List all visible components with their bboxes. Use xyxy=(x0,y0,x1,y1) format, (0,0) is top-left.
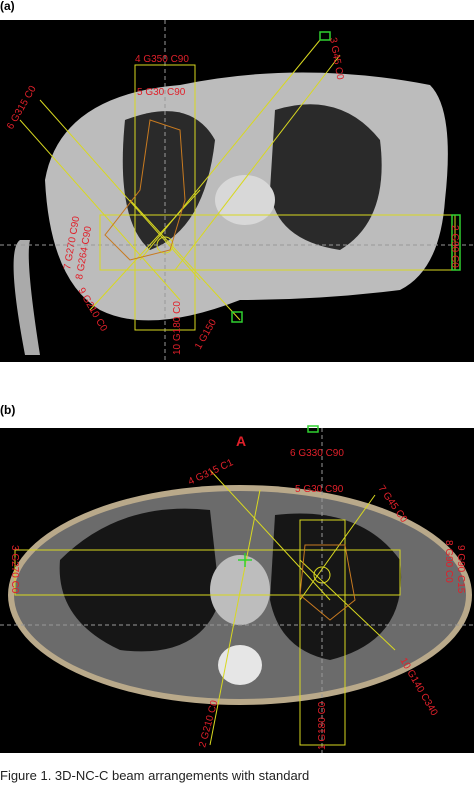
beam-label: 5 G30 C90 xyxy=(137,87,186,98)
caption: Figure 1. 3D-NC-C beam arrangements with… xyxy=(0,768,309,783)
beam-label: 4 G350 C90 xyxy=(135,54,189,65)
beam-label: 1 G180 C0 xyxy=(317,701,328,750)
ct-image-a xyxy=(0,20,474,362)
beam-label: 10 G180 C0 xyxy=(172,301,183,355)
beam-label: 9 G90 C15 xyxy=(455,545,466,594)
panel-label: (b) xyxy=(0,403,15,417)
beam-label: 6 G330 C90 xyxy=(290,448,344,459)
ct-image-b xyxy=(0,425,474,753)
orientation-label: A xyxy=(236,433,246,449)
beam-label: 3 G270 C0 xyxy=(9,545,20,594)
beam-label: 5 G30 C90 xyxy=(295,484,344,495)
beam-label: 8 G90 C0 xyxy=(443,540,454,583)
panel-label: (a) xyxy=(0,0,15,13)
beam-label: 2 G90 C0 xyxy=(449,225,460,268)
